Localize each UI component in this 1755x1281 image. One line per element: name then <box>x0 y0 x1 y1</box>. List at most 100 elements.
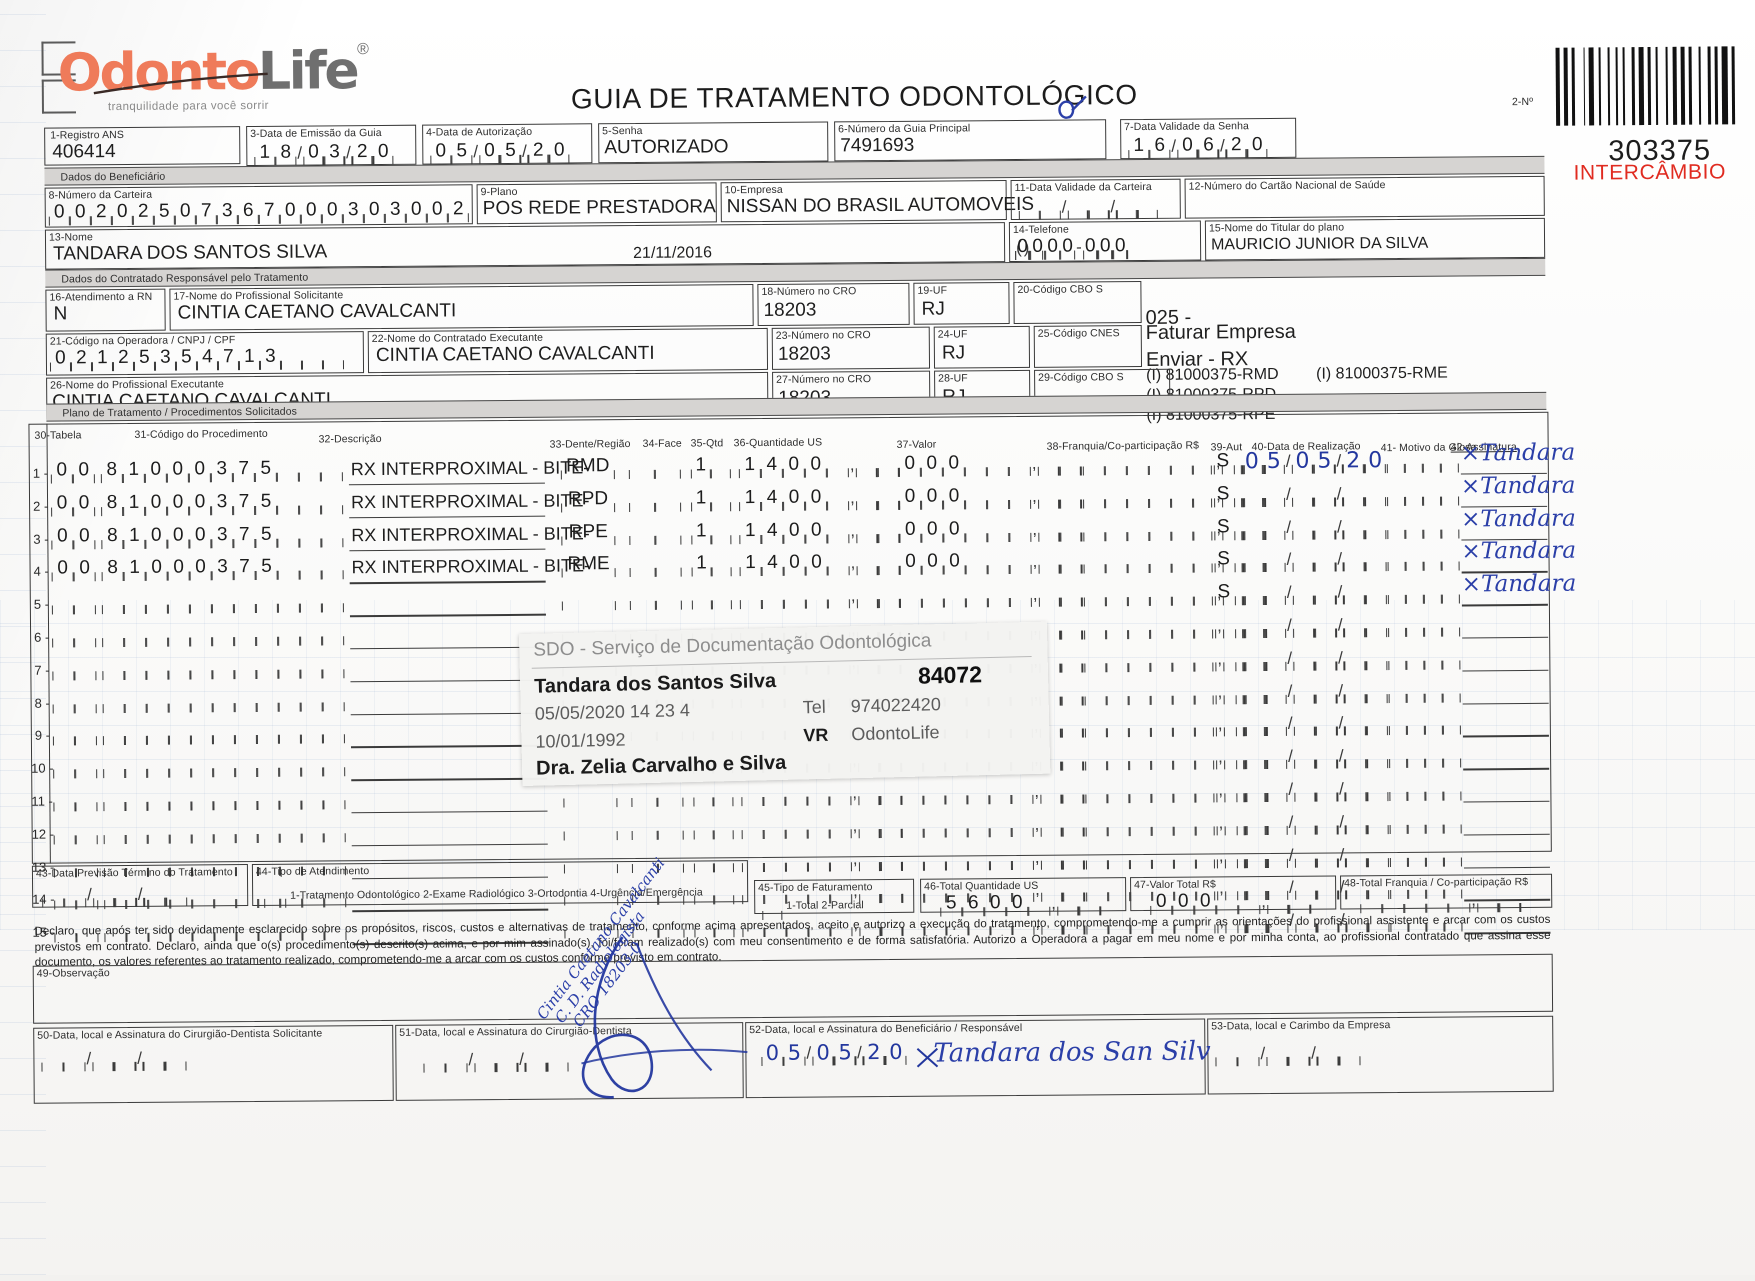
comb-cell[interactable] <box>1294 808 1316 834</box>
comb-cell[interactable]: 0 <box>145 457 167 483</box>
comb-cell[interactable] <box>214 817 236 843</box>
comb-cell[interactable]: 6 <box>1198 132 1219 158</box>
comb-cell[interactable] <box>1425 742 1443 768</box>
comb-cell[interactable] <box>1367 775 1389 801</box>
comb-cell[interactable]: 0 <box>1098 233 1113 259</box>
comb-cell[interactable]: 1 <box>691 452 711 478</box>
field-3-date-comb[interactable]: 1 8/0 3/2 0 <box>254 139 394 166</box>
comb-cell[interactable] <box>1106 679 1128 705</box>
comb-cell[interactable]: 0 <box>70 199 91 225</box>
comb-cell[interactable] <box>1293 710 1315 736</box>
comb-cell[interactable]: 0 <box>364 197 385 223</box>
comb-cell[interactable] <box>1129 777 1151 803</box>
comb-cell[interactable] <box>191 719 213 745</box>
cell-quantidade-us[interactable]: , <box>741 779 902 806</box>
comb-cell[interactable] <box>1265 809 1287 835</box>
comb-cell[interactable] <box>42 881 64 907</box>
comb-cell[interactable] <box>1241 481 1263 507</box>
comb-cell[interactable] <box>165 1045 187 1071</box>
comb-cell[interactable] <box>1243 809 1265 835</box>
comb-cell[interactable]: 5 <box>451 138 472 164</box>
comb-cell[interactable] <box>1387 480 1405 506</box>
comb-cell[interactable] <box>1404 887 1426 913</box>
comb-cell[interactable] <box>762 583 784 609</box>
comb-cell[interactable]: 1 <box>254 140 275 166</box>
comb-cell[interactable] <box>190 653 212 679</box>
comb-cell[interactable] <box>146 653 168 679</box>
comb-cell[interactable]: 0 <box>303 139 324 165</box>
comb-cell[interactable]: 0 <box>1150 889 1172 915</box>
comb-cell[interactable] <box>629 518 655 544</box>
comb-cell[interactable] <box>168 620 190 646</box>
comb-cell[interactable]: 0 <box>1113 233 1128 259</box>
comb-cell[interactable]: 0 <box>167 555 189 581</box>
comb-cell[interactable] <box>52 589 74 615</box>
cell-valor[interactable]: , <box>900 581 1083 608</box>
comb-cell[interactable]: 0 <box>50 345 71 371</box>
comb-cell[interactable] <box>146 621 168 647</box>
comb-cell[interactable] <box>53 720 75 746</box>
comb-cell[interactable] <box>299 521 321 547</box>
comb-cell[interactable] <box>1238 888 1260 914</box>
comb-cell[interactable]: S <box>1212 579 1236 605</box>
comb-cell[interactable] <box>169 784 191 810</box>
comb-cell[interactable] <box>1407 775 1425 801</box>
cell-valor[interactable]: , <box>902 843 1085 870</box>
comb-cell[interactable] <box>657 781 683 807</box>
comb-cell[interactable] <box>235 718 257 744</box>
comb-cell[interactable] <box>1037 450 1059 476</box>
comb-cell[interactable]: 0 <box>783 517 805 543</box>
comb-cell[interactable] <box>1405 480 1423 506</box>
comb-cell[interactable] <box>1423 479 1441 505</box>
comb-cell[interactable] <box>1057 890 1079 916</box>
comb-cell[interactable] <box>1060 482 1082 508</box>
comb-cell[interactable] <box>1382 887 1404 913</box>
cell-tabela[interactable] <box>52 621 96 647</box>
comb-cell[interactable] <box>1127 449 1149 475</box>
comb-cell[interactable] <box>1105 449 1127 475</box>
comb-cell[interactable] <box>1086 810 1108 836</box>
comb-cell[interactable] <box>1263 513 1285 539</box>
comb-cell[interactable] <box>281 344 302 370</box>
comb-cell[interactable] <box>1149 449 1171 475</box>
comb-cell[interactable]: 0 <box>1030 234 1045 260</box>
comb-cell[interactable] <box>1344 644 1366 670</box>
comb-cell[interactable] <box>881 844 903 870</box>
comb-cell[interactable] <box>1314 513 1336 539</box>
comb-cell[interactable] <box>1425 709 1443 735</box>
comb-cell[interactable]: 5 <box>176 344 197 370</box>
comb-cell[interactable] <box>1360 887 1382 913</box>
comb-cell[interactable] <box>1423 447 1441 473</box>
comb-cell[interactable] <box>235 751 257 777</box>
comb-cell[interactable] <box>1264 677 1286 703</box>
comb-cell[interactable] <box>1425 807 1443 833</box>
cell-data-realizacao[interactable]: / / <box>1244 841 1390 868</box>
comb-cell[interactable] <box>1314 546 1336 572</box>
cell-dente[interactable] <box>564 814 618 840</box>
comb-cell[interactable]: 1 <box>739 452 761 478</box>
comb-cell[interactable] <box>1441 479 1459 505</box>
comb-cell[interactable] <box>1292 513 1314 539</box>
cell-valor[interactable]: , <box>902 810 1085 837</box>
cell-data-realizacao[interactable]: / / <box>1242 677 1388 704</box>
cell-data-realizacao[interactable]: / / <box>1243 808 1389 835</box>
comb-cell[interactable] <box>631 781 657 807</box>
comb-cell[interactable] <box>1424 676 1442 702</box>
comb-cell[interactable] <box>1010 581 1032 607</box>
comb-cell[interactable]: 7 <box>233 489 255 515</box>
cell-franquia[interactable]: , <box>1083 448 1266 475</box>
comb-cell[interactable] <box>257 718 279 744</box>
comb-cell[interactable] <box>234 653 256 679</box>
comb-cell[interactable] <box>1011 778 1033 804</box>
comb-cell[interactable] <box>1387 513 1405 539</box>
comb-cell[interactable] <box>1345 808 1367 834</box>
cell-aut[interactable]: S <box>1212 579 1236 605</box>
comb-cell[interactable] <box>93 881 115 907</box>
comb-cell[interactable] <box>41 1045 63 1071</box>
comb-cell[interactable] <box>1441 545 1459 571</box>
comb-cell[interactable] <box>234 620 256 646</box>
comb-cell[interactable] <box>1061 712 1083 738</box>
cell-dente[interactable] <box>562 584 616 610</box>
comb-cell[interactable]: 5 <box>154 199 175 225</box>
